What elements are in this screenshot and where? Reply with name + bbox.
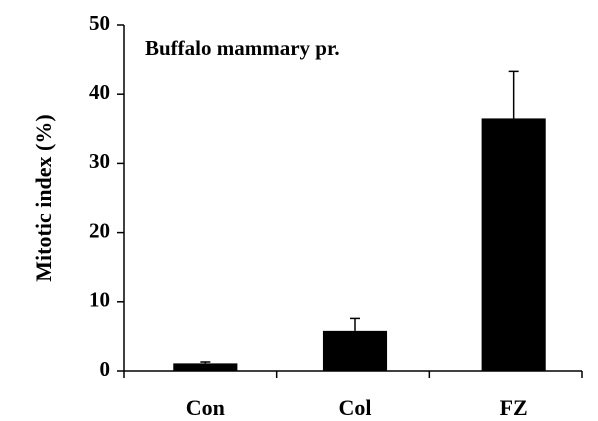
- y-tick-label: 10: [89, 288, 110, 312]
- y-axis-label: Mitotic index (%): [31, 114, 56, 281]
- y-tick-label: 50: [89, 11, 110, 35]
- bar: [481, 118, 546, 371]
- bar: [322, 330, 388, 371]
- x-tick-label: FZ: [500, 395, 528, 420]
- y-tick-label: 0: [100, 357, 111, 381]
- x-tick-label: Col: [339, 395, 372, 420]
- y-tick-label: 30: [89, 149, 110, 173]
- chart-title: Buffalo mammary pr.: [145, 36, 340, 60]
- x-tick-label: Con: [186, 395, 225, 420]
- y-tick-label: 40: [89, 80, 110, 104]
- bar: [173, 363, 238, 371]
- y-tick-label: 20: [89, 218, 110, 242]
